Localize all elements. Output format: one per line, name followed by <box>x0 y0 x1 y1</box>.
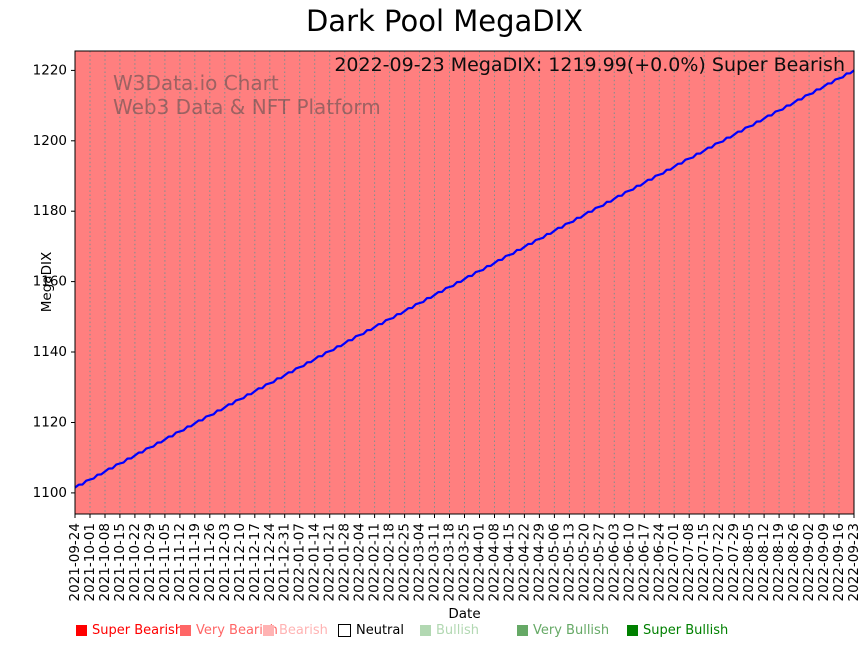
x-tick-label: 2021-12-31 <box>277 523 293 601</box>
x-tick-label: 2021-10-15 <box>112 523 128 601</box>
x-axis-label: Date <box>448 606 481 622</box>
y-tick-label: 1120 <box>33 415 67 431</box>
chart-title: Dark Pool MegaDIX <box>305 4 584 38</box>
x-tick-label: 2022-09-16 <box>831 523 847 601</box>
y-tick-label: 1220 <box>33 62 67 78</box>
legend-swatch-icon <box>76 624 87 636</box>
x-tick-label: 2021-10-08 <box>97 523 113 601</box>
x-tick-label: 2022-09-09 <box>816 523 832 601</box>
legend-item-super-bearish: Super Bearish <box>76 621 183 639</box>
x-tick-label: 2021-12-17 <box>247 523 263 601</box>
legend-item-very-bearish: Very Bearish <box>180 621 278 639</box>
y-axis: 1100 1120 1140 1160 1180 1200 1220 <box>33 62 75 501</box>
y-tick-label: 1160 <box>33 274 67 290</box>
x-tick-label: 2021-11-26 <box>202 523 218 601</box>
x-tick-label: 2022-07-15 <box>696 523 712 601</box>
x-tick-label: 2021-11-19 <box>187 523 203 601</box>
legend-swatch-icon <box>627 624 638 636</box>
x-tick-label: 2022-02-11 <box>367 523 383 601</box>
y-tick-label: 1140 <box>33 344 67 360</box>
x-tick-label: 2022-02-18 <box>382 523 398 601</box>
x-tick-label: 2022-01-28 <box>337 523 353 601</box>
x-tick-label: 2022-08-26 <box>786 523 802 601</box>
legend-swatch-icon <box>338 623 351 637</box>
x-tick-label: 2022-04-15 <box>501 523 517 601</box>
legend-swatch-icon <box>180 624 191 636</box>
watermark: W3Data.io Chart Web3 Data & NFT Platform <box>113 71 381 119</box>
y-axis-label: MegaDIX <box>39 251 55 313</box>
megadix-line <box>74 69 855 489</box>
x-tick-label: 2022-07-01 <box>666 523 682 601</box>
x-tick-label: 2022-02-04 <box>352 523 368 601</box>
legend-label: Neutral <box>356 622 404 638</box>
x-tick-label: 2022-06-03 <box>606 523 622 601</box>
x-tick-label: 2022-04-01 <box>472 523 488 601</box>
legend-label: Very Bearish <box>196 622 278 638</box>
gridlines <box>74 51 855 514</box>
y-tick-label: 1180 <box>33 203 67 219</box>
legend-label: Super Bullish <box>643 622 729 638</box>
last-value-annotation: 2022-09-23 MegaDIX: 1219.99(+0.0%) Super… <box>334 54 845 76</box>
x-tick-label: 2022-05-20 <box>576 523 592 601</box>
legend-label: Bearish <box>279 622 328 638</box>
x-tick-label: 2022-03-18 <box>442 523 458 601</box>
x-tick-label: 2021-11-12 <box>172 523 188 601</box>
x-tick-label: 2022-08-05 <box>741 523 757 601</box>
x-tick-label: 2022-05-13 <box>561 523 577 601</box>
y-tick-label: 1200 <box>33 133 67 149</box>
x-tick-label: 2022-07-22 <box>711 523 727 601</box>
x-tick-label: 2022-04-29 <box>531 523 547 601</box>
legend-swatch-icon <box>517 624 528 636</box>
x-tick-label: 2021-10-01 <box>82 523 98 601</box>
y-tick-label: 1100 <box>33 485 67 501</box>
sentiment-legend: Super Bearish Very Bearish Bearish Neutral B… <box>0 621 866 641</box>
watermark-line2: Web3 Data & NFT Platform <box>113 95 381 119</box>
x-tick-label: 2022-05-06 <box>546 523 562 601</box>
x-tick-label: 2022-03-04 <box>412 523 428 601</box>
x-tick-label: 2022-09-23 <box>846 523 862 601</box>
x-tick-label: 2022-02-25 <box>397 523 413 601</box>
x-tick-label: 2022-05-27 <box>591 523 607 601</box>
x-tick-label: 2021-09-24 <box>67 523 83 601</box>
x-tick-label: 2022-07-08 <box>681 523 697 601</box>
legend-label: Bullish <box>436 622 480 638</box>
legend-item-bearish: Bearish <box>263 621 328 639</box>
x-tick-label: 2022-01-21 <box>322 523 338 601</box>
legend-item-very-bullish: Very Bullish <box>517 621 609 639</box>
x-tick-label: 2021-12-24 <box>262 523 278 601</box>
legend-item-neutral: Neutral <box>338 621 404 639</box>
legend-item-super-bullish: Super Bullish <box>627 621 728 639</box>
x-tick-label: 2021-12-03 <box>217 523 233 601</box>
legend-label: Very Bullish <box>533 622 610 638</box>
x-tick-label: 2022-03-11 <box>427 523 443 601</box>
x-tick-label: 2022-01-14 <box>307 523 323 601</box>
x-tick-label: 2021-10-22 <box>127 523 143 601</box>
x-tick-label: 2021-11-05 <box>157 523 173 601</box>
x-tick-label: 2022-07-29 <box>726 523 742 601</box>
plot-background-super-bearish <box>75 51 854 514</box>
x-tick-label: 2022-06-10 <box>621 523 637 601</box>
x-tick-label: 2022-06-17 <box>636 523 652 601</box>
legend-swatch-icon <box>420 624 431 636</box>
x-tick-label: 2022-04-08 <box>487 523 503 601</box>
legend-item-bullish: Bullish <box>420 621 479 639</box>
x-tick-label: 2022-04-22 <box>516 523 532 601</box>
x-tick-label: 2022-08-19 <box>771 523 787 601</box>
legend-label: Super Bearish <box>92 622 184 638</box>
legend-swatch-icon <box>263 624 274 636</box>
x-tick-label: 2022-08-12 <box>756 523 772 601</box>
x-tick-label: 2022-06-24 <box>651 523 667 601</box>
x-tick-label: 2022-03-25 <box>457 523 473 601</box>
x-tick-label: 2022-09-02 <box>801 523 817 601</box>
x-tick-label: 2021-12-10 <box>232 523 248 601</box>
x-axis: 2021-09-24 2021-10-01 2021-10-082021-10-15… <box>67 514 862 601</box>
x-tick-label: 2021-10-29 <box>142 523 158 601</box>
x-tick-label: 2022-01-07 <box>292 523 308 601</box>
watermark-line1: W3Data.io Chart <box>113 71 279 95</box>
